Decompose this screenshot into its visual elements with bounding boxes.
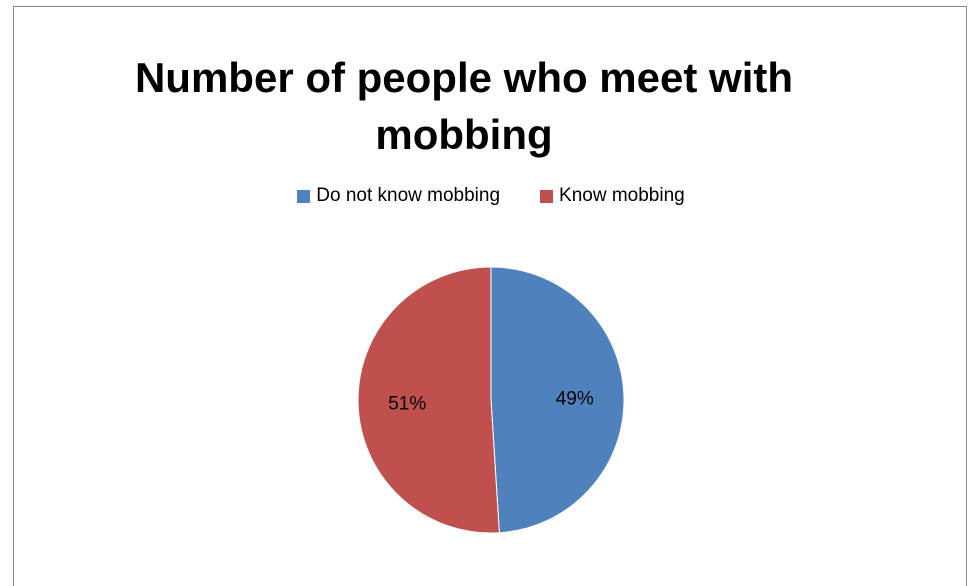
pie-slice-do-not-know: [490, 266, 625, 534]
legend-item-do-not-know: Do not know mobbing: [297, 185, 500, 207]
legend-label-know: Know mobbing: [559, 185, 685, 206]
legend-item-know: Know mobbing: [540, 185, 685, 207]
chart-area: Number of people who meet with mobbing D…: [13, 6, 967, 586]
pie-slice-know: [357, 266, 500, 534]
legend-label-do-not-know: Do not know mobbing: [316, 185, 501, 206]
slice-label-know: 51%: [388, 394, 426, 415]
chart-title: Number of people who meet with mobbing: [134, 54, 794, 158]
legend-swatch-do-not-know: [297, 189, 311, 203]
slice-label-do-not-know: 49%: [556, 388, 594, 409]
legend-swatch-know: [540, 189, 554, 203]
legend: Do not know mobbing Know mobbing: [14, 185, 968, 207]
pie-chart: 49% 51%: [357, 266, 625, 534]
